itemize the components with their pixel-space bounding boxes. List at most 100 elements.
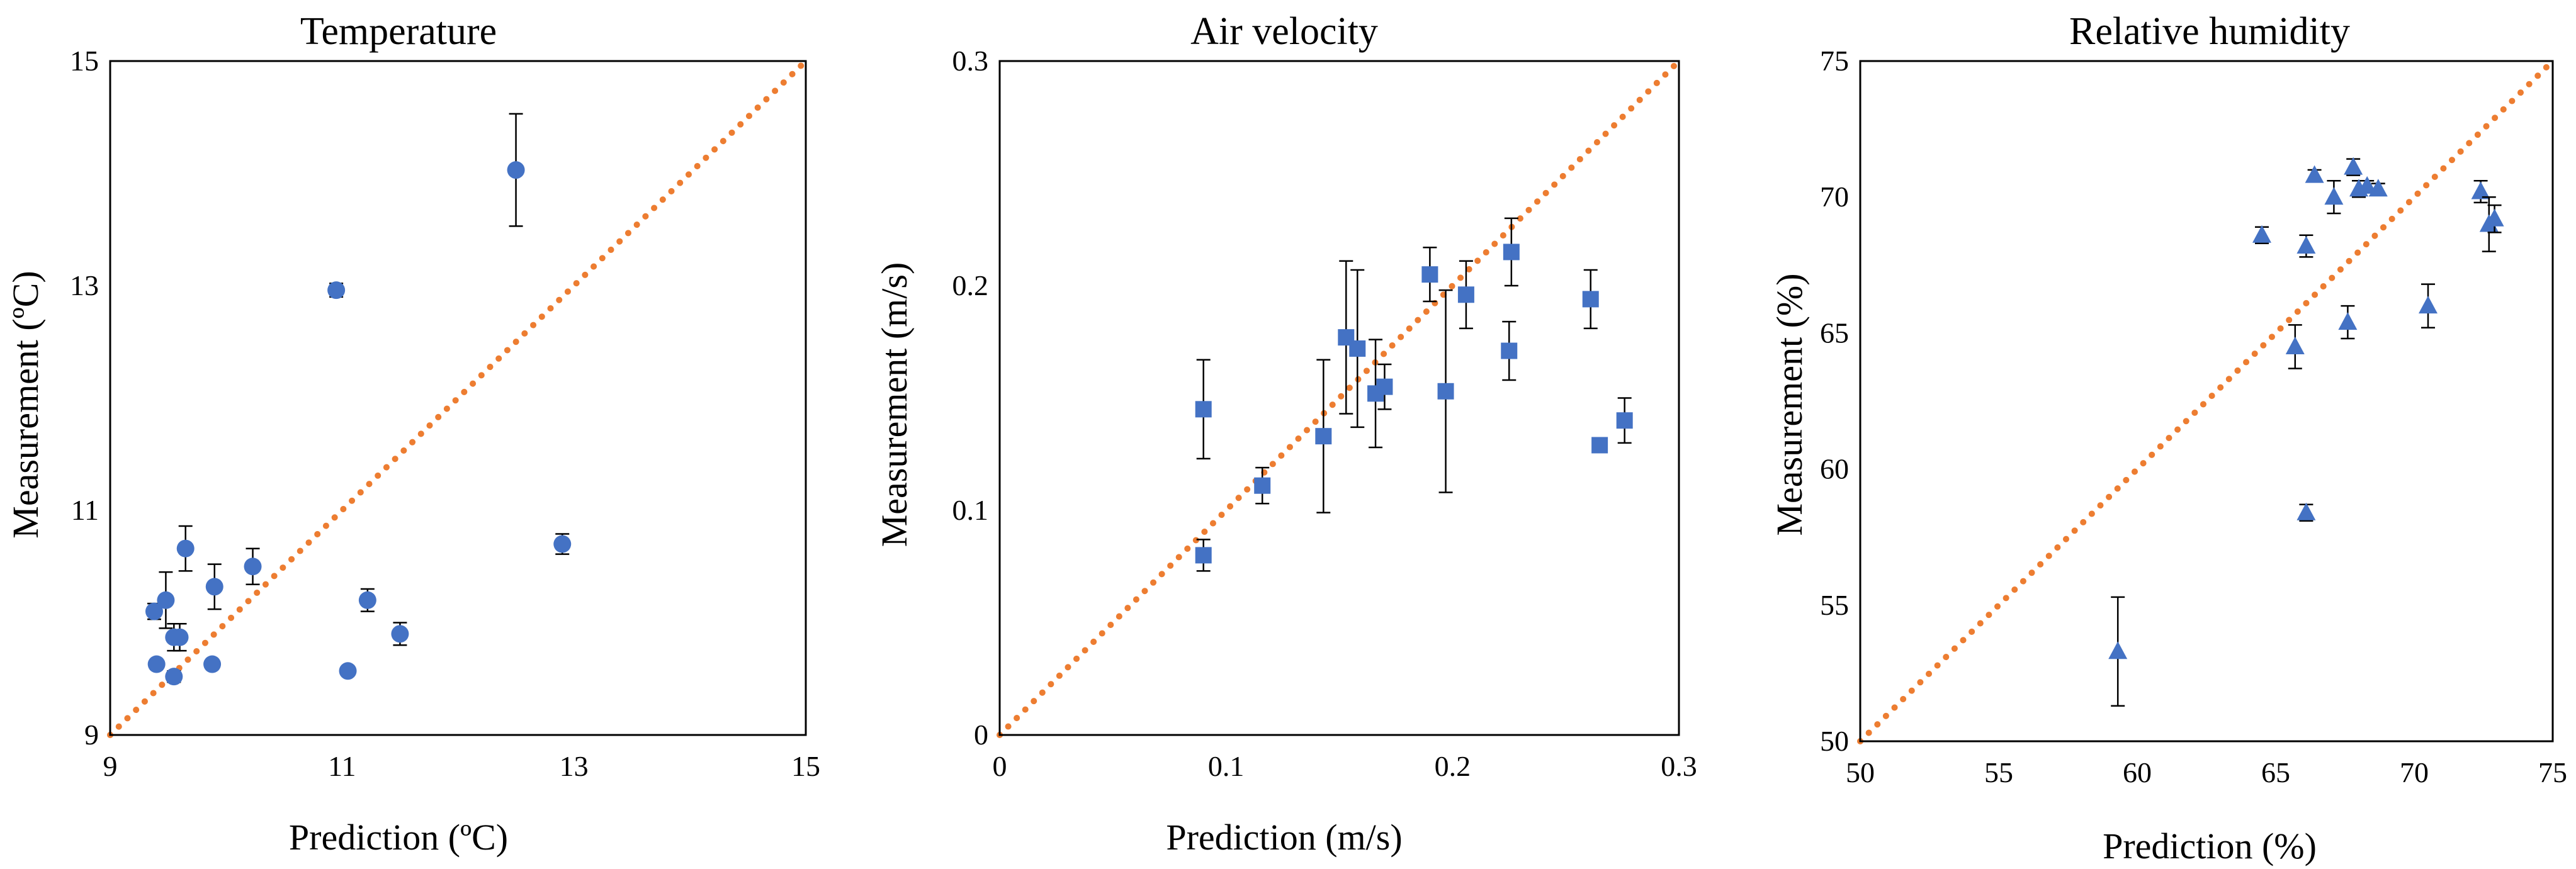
- temperature-identity-dotted-line: [107, 58, 809, 738]
- air-velocity-square-marker: [1582, 291, 1599, 308]
- relative-humidity-data-point: [2344, 157, 2363, 176]
- temperature-y-tick-label: 11: [71, 494, 99, 526]
- temperature-circle-marker: [244, 558, 262, 576]
- relative-humidity-triangle-marker: [2344, 157, 2363, 175]
- temperature-data-point: [327, 281, 346, 300]
- relative-humidity-y-tick-label: 60: [1820, 453, 1849, 485]
- air-velocity-plot-area: [998, 60, 1680, 736]
- temperature-circle-marker: [171, 628, 189, 646]
- relative-humidity-y-tick-label: 75: [1820, 45, 1849, 77]
- temperature-data-point: [205, 563, 223, 610]
- relative-humidity-triangle-marker: [2252, 225, 2271, 243]
- relative-humidity-data-point: [2252, 225, 2271, 244]
- relative-humidity-chart-title: Relative humidity: [2069, 10, 2350, 53]
- relative-humidity-chart: Relative humidity 50 55 60 65 70 75 50 55 60 65 7…: [1769, 10, 2567, 866]
- relative-humidity-triangle-marker: [2368, 179, 2388, 197]
- temperature-x-tick-label: 11: [328, 750, 356, 782]
- temperature-y-tick-label: 9: [84, 719, 99, 751]
- air-velocity-square-marker: [1503, 244, 1520, 261]
- temperature-circle-marker: [507, 161, 525, 179]
- relative-humidity-y-tick-labels: 50 55 60 65 70 75: [1820, 45, 1849, 757]
- temperature-y-tick-label: 13: [70, 269, 99, 301]
- relative-humidity-x-axis-label: Prediction (%): [2103, 826, 2317, 866]
- relative-humidity-data-point: [2296, 502, 2316, 522]
- temperature-data-point: [147, 655, 166, 673]
- temperature-data-point: [358, 588, 376, 612]
- air-velocity-y-tick-label: 0: [974, 719, 988, 751]
- temperature-y-tick-label: 15: [70, 45, 99, 77]
- temperature-data-point: [145, 602, 163, 620]
- relative-humidity-y-tick-label: 50: [1820, 725, 1849, 757]
- air-velocity-data-point: [1582, 269, 1599, 330]
- air-velocity-x-tick-label: 0.3: [1661, 750, 1697, 782]
- air-velocity-x-tick-labels: 0 0.1 0.2 0.3: [993, 750, 1697, 782]
- relative-humidity-triangle-marker: [2485, 208, 2504, 227]
- temperature-plot-area: [109, 60, 807, 736]
- air-velocity-data-point: [1437, 289, 1454, 493]
- air-velocity-chart: Air velocity 0 0.1 0.2 0.3 0 0.1 0.2 0.3 Predi…: [874, 10, 1697, 858]
- temperature-circle-marker: [176, 539, 195, 558]
- relative-humidity-data-point: [2305, 165, 2324, 183]
- temperature-data-point: [157, 571, 175, 629]
- air-velocity-data-point: [1501, 320, 1518, 381]
- relative-humidity-data-point: [2368, 179, 2388, 197]
- air-velocity-chart-title: Air velocity: [1190, 10, 1378, 53]
- air-velocity-square-marker: [1376, 378, 1393, 395]
- temperature-data-point: [507, 113, 525, 227]
- temperature-circle-marker: [358, 591, 376, 609]
- air-velocity-square-marker: [1501, 342, 1518, 359]
- air-velocity-data-point: [1591, 437, 1608, 454]
- air-velocity-data-point: [1349, 269, 1366, 429]
- temperature-circle-marker: [553, 535, 572, 553]
- air-velocity-data-point: [1195, 539, 1212, 572]
- temperature-x-axis-label: Prediction (ºC): [289, 817, 508, 858]
- air-velocity-data-point: [1457, 260, 1474, 330]
- temperature-data-point: [203, 655, 222, 673]
- air-velocity-x-tick-label: 0.2: [1435, 750, 1471, 782]
- relative-humidity-x-tick-label: 70: [2400, 756, 2429, 788]
- air-velocity-square-marker: [1195, 547, 1212, 564]
- relative-humidity-plot-area: [1859, 60, 2554, 743]
- air-velocity-data-point: [1376, 363, 1393, 410]
- relative-humidity-data-point: [2471, 180, 2490, 204]
- temperature-y-axis-label: Measurement (ºC): [5, 271, 46, 538]
- temperature-y-tick-labels: 9 11 13 15: [70, 45, 99, 751]
- relative-humidity-triangle-marker: [2358, 176, 2377, 194]
- air-velocity-square-marker: [1421, 266, 1438, 283]
- temperature-data-points: [145, 113, 572, 686]
- air-velocity-y-tick-label: 0.2: [952, 269, 989, 301]
- air-velocity-y-tick-labels: 0 0.1 0.2 0.3: [952, 45, 989, 751]
- relative-humidity-triangle-marker: [2108, 641, 2128, 659]
- temperature-circle-marker: [165, 668, 183, 686]
- relative-humidity-y-tick-label: 70: [1820, 181, 1849, 213]
- temperature-x-tick-label: 13: [560, 750, 589, 782]
- relative-humidity-triangle-marker: [2296, 502, 2316, 520]
- temperature-circle-marker: [391, 625, 409, 643]
- air-velocity-y-tick-label: 0.3: [952, 45, 989, 77]
- relative-humidity-data-point: [2419, 283, 2438, 329]
- relative-humidity-x-tick-labels: 50 55 60 65 70 75: [1846, 756, 2567, 788]
- temperature-data-point: [553, 533, 572, 555]
- temperature-x-tick-label: 9: [103, 750, 118, 782]
- temperature-chart: Temperature 9 11 13 15 9 11 13 15 Prediction (…: [5, 10, 820, 858]
- relative-humidity-triangle-marker: [2419, 296, 2438, 314]
- air-velocity-square-marker: [1616, 412, 1633, 429]
- relative-humidity-data-point: [2485, 204, 2504, 233]
- relative-humidity-y-tick-label: 55: [1820, 589, 1849, 621]
- relative-humidity-triangle-marker: [2285, 337, 2305, 355]
- air-velocity-square-marker: [1437, 383, 1454, 400]
- relative-humidity-identity-dotted-line: [1857, 58, 2556, 744]
- temperature-data-point: [165, 668, 183, 686]
- relative-humidity-identity-line: [1857, 58, 2556, 744]
- temperature-circle-marker: [327, 281, 346, 300]
- air-velocity-x-axis-label: Prediction (m/s): [1166, 817, 1402, 858]
- relative-humidity-data-point: [2324, 180, 2344, 215]
- temperature-data-point: [176, 525, 195, 572]
- temperature-circle-marker: [339, 662, 357, 680]
- temperature-circle-marker: [147, 655, 166, 673]
- air-velocity-data-points: [1195, 217, 1633, 572]
- temperature-data-point: [244, 547, 262, 586]
- air-velocity-data-point: [1421, 247, 1438, 303]
- relative-humidity-triangle-marker: [2338, 312, 2358, 330]
